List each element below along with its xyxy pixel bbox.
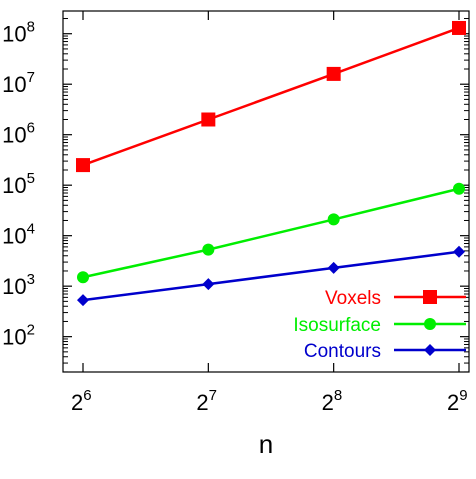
y-tick-label: 102 <box>2 322 35 350</box>
x-tick-label: 28 <box>322 387 343 415</box>
y-tick-label: 107 <box>2 69 35 97</box>
x-tick-label-exponent: 6 <box>83 387 91 404</box>
contours-point <box>327 261 340 274</box>
y-tick-label-base: 10 <box>2 123 26 148</box>
voxels-point <box>326 66 341 81</box>
voxels-point <box>76 158 90 173</box>
series-isosurface <box>77 182 465 284</box>
x-tick-label-exponent: 8 <box>334 387 342 404</box>
isosurface-point <box>453 182 465 195</box>
legend: Voxels Isosurface Contours <box>293 288 466 362</box>
isosurface-point <box>202 243 215 256</box>
series-contours <box>77 245 465 307</box>
x-tick-label-exponent: 9 <box>459 387 467 404</box>
y-tick-label: 103 <box>2 271 35 299</box>
x-tick-label-base: 2 <box>71 390 83 415</box>
contours-point <box>77 294 89 307</box>
y-tick-label-base: 10 <box>2 72 26 97</box>
y-tick-label-exponent: 6 <box>27 120 35 137</box>
voxels-point <box>201 112 216 127</box>
legend-marker-contours <box>424 344 436 356</box>
isosurface-point <box>327 213 340 226</box>
x-axis-label: n <box>259 429 273 459</box>
y-tick-label: 106 <box>2 120 35 148</box>
isosurface-line <box>82 187 460 279</box>
y-tick-label-base: 10 <box>2 274 26 299</box>
y-tick-label-base: 10 <box>2 224 26 249</box>
y-tick-label-exponent: 4 <box>27 221 35 238</box>
isosurface-point <box>77 271 89 284</box>
y-tick-label-exponent: 2 <box>27 322 35 339</box>
y-tick-label-exponent: 7 <box>27 69 35 86</box>
y-tick-label-exponent: 3 <box>27 271 35 288</box>
y-tick-label: 108 <box>2 19 35 47</box>
y-tick-label-base: 10 <box>2 173 26 198</box>
y-tick-label-exponent: 8 <box>27 19 35 36</box>
x-tick-label: 29 <box>447 387 468 415</box>
series-layer <box>76 20 466 307</box>
y-tick-label-exponent: 5 <box>27 170 35 187</box>
legend-label-voxels: Voxels <box>325 288 381 309</box>
y-tick-label-base: 10 <box>2 325 26 350</box>
contours-point <box>453 245 465 258</box>
x-axis: 26 27 28 29 <box>71 11 468 415</box>
x-tick-label-exponent: 7 <box>209 387 217 404</box>
x-tick-label: 26 <box>71 387 92 415</box>
contours-line <box>82 250 460 302</box>
x-tick-label-base: 2 <box>447 390 459 415</box>
legend-marker-voxels <box>423 290 437 304</box>
contours-point <box>202 278 215 291</box>
voxels-point <box>452 20 466 35</box>
plot-frame <box>62 10 470 373</box>
legend-label-contours: Contours <box>304 341 381 362</box>
series-voxels <box>76 20 466 173</box>
y-tick-label-base: 10 <box>2 22 26 47</box>
x-tick-label: 27 <box>196 387 217 415</box>
x-tick-label-base: 2 <box>196 390 208 415</box>
legend-marker-isosurface <box>424 318 436 330</box>
legend-label-isosurface: Isosurface <box>293 315 381 336</box>
y-tick-label: 104 <box>2 221 35 249</box>
y-tick-label: 105 <box>2 170 35 198</box>
x-tick-label-base: 2 <box>322 390 334 415</box>
voxels-line <box>82 26 460 167</box>
